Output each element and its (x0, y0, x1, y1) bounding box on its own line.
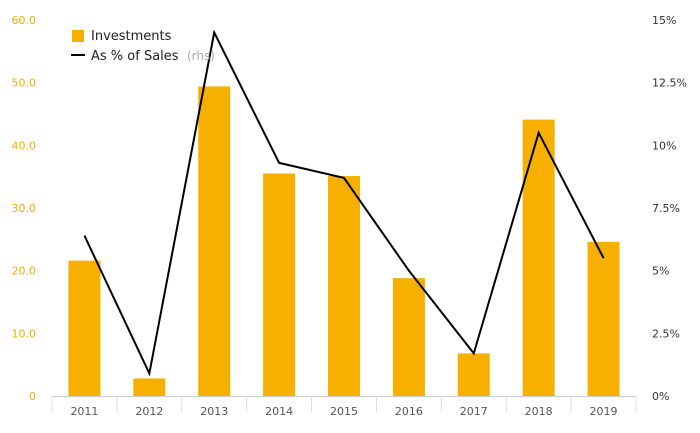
bar-investments (198, 86, 231, 396)
right-axis-ticks: 0% 2.5% 5% 7.5% 10% 12.5% 15% (652, 14, 687, 403)
left-tick-label: 30.0 (12, 202, 37, 215)
left-tick-label: 60.0 (12, 14, 37, 27)
left-axis-ticks: 0 10.0 20.0 30.0 40.0 50.0 60.0 (12, 14, 37, 403)
right-tick-label: 2.5% (652, 327, 680, 340)
right-tick-label: 15% (652, 14, 676, 27)
bar-investments (457, 353, 490, 396)
right-tick-label: 10% (652, 139, 676, 152)
x-tick-label: 2014 (265, 405, 293, 418)
legend-swatch-investments (72, 30, 84, 42)
x-tick-label: 2017 (460, 405, 488, 418)
x-axis-ticks: 2011 2012 2013 2014 2015 2016 2017 2018 2019 (51, 396, 637, 418)
left-tick-label: 50.0 (12, 77, 37, 90)
legend-label-investments: Investments (91, 29, 172, 44)
right-tick-label: 12.5% (652, 77, 687, 90)
legend-label-pct-suffix: (rhs) (187, 49, 215, 63)
x-tick-label: 2015 (330, 405, 358, 418)
legend: Investments As % of Sales (rhs) (71, 29, 215, 64)
right-tick-label: 7.5% (652, 202, 680, 215)
right-tick-label: 0% (652, 390, 669, 403)
left-tick-label: 40.0 (12, 139, 37, 152)
legend-label-pct: As % of Sales (rhs) (91, 47, 215, 64)
pct-of-sales-line (83, 29, 605, 377)
bar-investments (522, 119, 555, 396)
left-tick-label: 10.0 (12, 327, 37, 340)
left-tick-label: 0 (29, 390, 36, 403)
x-tick-label: 2018 (525, 405, 553, 418)
bar-investments (392, 278, 425, 396)
bar-investments (263, 173, 296, 396)
right-tick-label: 5% (652, 265, 669, 278)
bar-investments (68, 260, 101, 396)
bar-investments (133, 378, 166, 396)
investment-bars (68, 86, 620, 396)
bar-investments (587, 241, 620, 396)
x-tick-label: 2013 (200, 405, 228, 418)
x-tick-label: 2019 (590, 405, 618, 418)
x-tick-label: 2012 (135, 405, 163, 418)
bar-investments (328, 176, 360, 396)
x-tick-label: 2016 (395, 405, 423, 418)
left-tick-label: 20.0 (12, 265, 37, 278)
legend-label-pct-name: As % of Sales (91, 49, 179, 64)
x-tick-label: 2011 (70, 405, 98, 418)
